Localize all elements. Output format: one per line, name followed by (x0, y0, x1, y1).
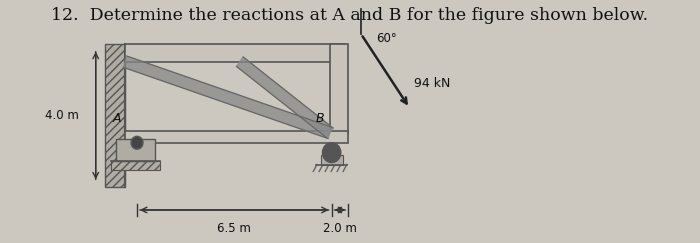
Bar (330, 44, 348, 133)
Bar (116, 139, 155, 161)
Text: 12.  Determine the reactions at A and B for the figure shown below.: 12. Determine the reactions at A and B f… (51, 7, 649, 24)
Text: 60°: 60° (376, 33, 396, 45)
Polygon shape (237, 57, 333, 138)
Polygon shape (123, 56, 332, 139)
Text: B: B (316, 112, 324, 125)
Text: 2.0 m: 2.0 m (323, 222, 357, 235)
Text: 4.0 m: 4.0 m (46, 109, 79, 122)
Bar (111, 161, 160, 170)
Text: 6.5 m: 6.5 m (218, 222, 251, 235)
Circle shape (323, 143, 341, 163)
Text: 94 kN: 94 kN (414, 77, 451, 90)
Bar (321, 155, 343, 165)
Circle shape (132, 137, 142, 148)
FancyBboxPatch shape (105, 44, 125, 187)
Text: A: A (113, 112, 121, 125)
Bar (125, 131, 348, 143)
Bar (125, 44, 345, 62)
